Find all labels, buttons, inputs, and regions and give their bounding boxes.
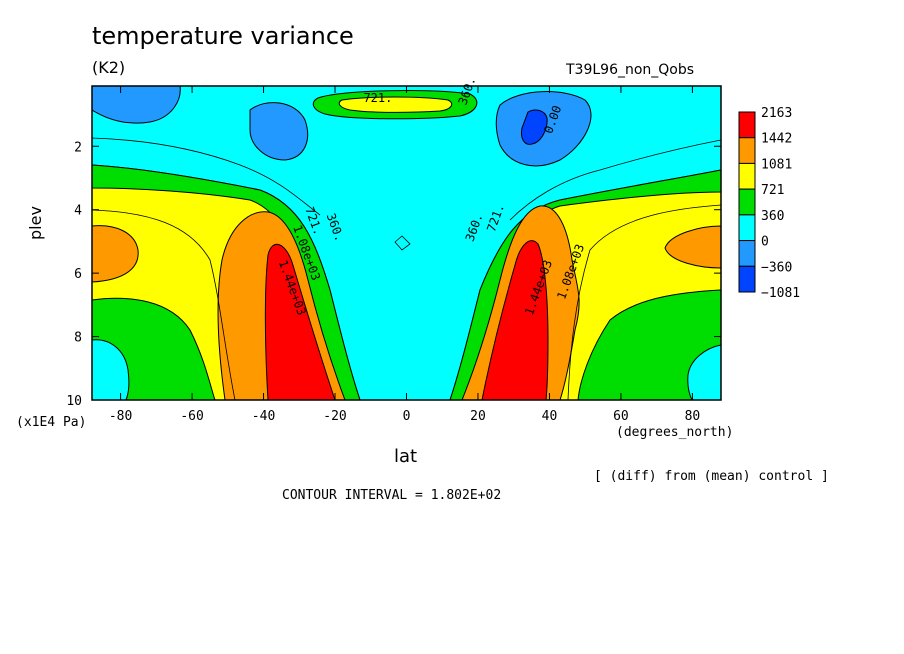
fill-region-cyan-sw [92,339,130,400]
colorbar-swatch [738,162,756,190]
y-tick-label: 2 [74,140,82,155]
fill-region-yellow-top-eq [338,96,453,113]
contour-line [92,137,321,216]
fill-region-red-north [481,240,549,400]
colorbar-label: 1081 [761,157,792,172]
x-axis: -80 -60 -40 -20 0 20 40 60 80 [109,86,700,424]
colorbar-label: 0 [761,235,769,250]
colorbar-label: 2163 [761,106,792,121]
contour-label: 721. [363,91,392,105]
colorbar-swatch [738,240,756,267]
contour-line [92,209,236,400]
colorbar-label: −1081 [761,286,800,301]
y-tick-label: 4 [74,204,82,219]
fill-region-green-se [577,289,721,400]
colorbar-swatch [738,188,756,216]
x-tick-label: 80 [685,409,701,424]
colorbar-label: −360 [761,260,792,275]
colorbar-label: 1442 [761,132,792,147]
x-tick-label: 40 [542,409,558,424]
contour-line [394,235,411,251]
fill-region-orange-west [92,225,139,283]
colorbar-swatch [738,214,756,242]
contour-line [509,139,721,221]
colorbar-label: 721 [761,183,784,198]
x-tick-label: -80 [109,409,132,424]
fill-region-red-south [264,243,336,400]
colorbar: 2163 1442 1081 721 360 0 −360 −1081 [738,106,800,301]
x-tick-label: -40 [252,409,275,424]
contour-interval: CONTOUR INTERVAL = 1.802E+02 [282,488,502,503]
fill-region-blue-sw-top [92,86,181,124]
diff-note: [ (diff) from (mean) control ] [594,469,829,484]
run-label: T39L96_non_Qobs [566,62,695,78]
fill-region-orange-east [664,225,721,269]
y-axis-units: (x1E4 Pa) [16,415,87,430]
chart-title: temperature variance [92,22,354,50]
fill-region-green-south [92,164,361,400]
x-tick-label: 60 [613,409,629,424]
fill-region-blue-south-mid [249,102,309,161]
x-axis-label: lat [394,446,418,467]
x-tick-label: -20 [323,409,346,424]
colorbar-swatch [738,111,756,139]
contour-line [567,204,721,400]
colorbar-swatch [738,137,756,164]
x-axis-units: (degrees_north) [616,425,734,440]
contour-fill [92,86,721,400]
colorbar-swatch [738,265,756,293]
x-tick-label: 0 [403,409,411,424]
y-tick-label: 6 [74,267,82,282]
y-tick-label: 8 [74,331,82,346]
colorbar-label: 360 [761,209,784,224]
fill-region-darkblue-north [521,109,548,145]
x-tick-label: -60 [180,409,203,424]
x-tick-label: 20 [470,409,486,424]
chart-units: (K2) [92,58,126,77]
y-tick-label: 10 [66,394,82,409]
fill-region-cyan-se [687,344,721,400]
y-axis: 2 4 6 8 10 [66,140,721,409]
